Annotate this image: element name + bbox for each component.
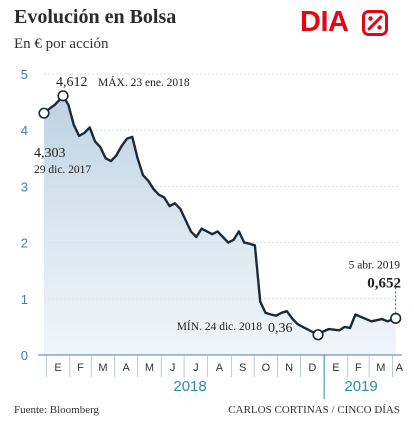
month-tick-label: O	[262, 362, 271, 374]
credit-note: CARLOS CORTINAS / CINCO DÍAS	[228, 404, 400, 416]
source-note: Fuente: Bloomberg	[14, 404, 100, 416]
annotations: 4,303 29 dic. 2017 4,612 MÁX. 23 ene. 2018 M…	[34, 75, 402, 341]
start-date-label: 29 dic. 2017	[34, 164, 91, 176]
month-tick-label: E	[332, 362, 339, 374]
min-marker	[312, 329, 324, 341]
logo-text: DIA	[300, 6, 349, 38]
chart-subtitle: En € por acción	[14, 36, 109, 52]
end-value-label: 0,652	[367, 275, 401, 291]
chart-title: Evolución en Bolsa	[14, 6, 177, 28]
month-tick-label: A	[396, 362, 404, 374]
month-tick-label: M	[145, 362, 154, 374]
y-tick-label: 3	[21, 179, 28, 194]
month-tick-label: E	[54, 362, 61, 374]
month-tick-label: M	[376, 362, 385, 374]
percent-logo-icon	[362, 10, 388, 36]
y-tick-label: 0	[21, 348, 28, 363]
month-tick-label: D	[308, 362, 316, 374]
month-tick-label: M	[98, 362, 107, 374]
max-marker	[57, 90, 69, 102]
dia-logo: DIA	[300, 6, 396, 40]
y-tick-label: 4	[21, 123, 28, 138]
start-marker	[38, 107, 50, 119]
year-label: 2018	[173, 378, 206, 395]
month-tick-label: J	[193, 362, 199, 374]
month-tick-label: F	[355, 362, 362, 374]
month-tick-label: J	[170, 362, 176, 374]
y-tick-label: 5	[21, 67, 28, 82]
max-date-label: MÁX. 23 ene. 2018	[98, 75, 190, 89]
price-area	[44, 95, 396, 356]
start-value-label: 4,303	[34, 146, 66, 161]
month-tick-label: A	[123, 362, 131, 374]
end-date-label: 5 abr. 2019	[349, 259, 401, 271]
price-line	[43, 94, 397, 336]
y-tick-label: 2	[21, 236, 28, 251]
month-tick-label: A	[216, 362, 224, 374]
month-tick-label: F	[77, 362, 84, 374]
max-value-label: 4,612	[56, 75, 88, 90]
y-tick-label: 1	[21, 292, 28, 307]
month-tick-label: S	[239, 362, 246, 374]
y-axis: 0 1 2 3 4 5	[21, 67, 28, 363]
month-tick-label: N	[285, 362, 293, 374]
min-value-label: 0,36	[268, 321, 293, 336]
end-marker	[390, 312, 402, 324]
min-date-label: MÍN. 24 dic. 2018	[177, 319, 263, 333]
year-label: 2019	[344, 378, 377, 395]
